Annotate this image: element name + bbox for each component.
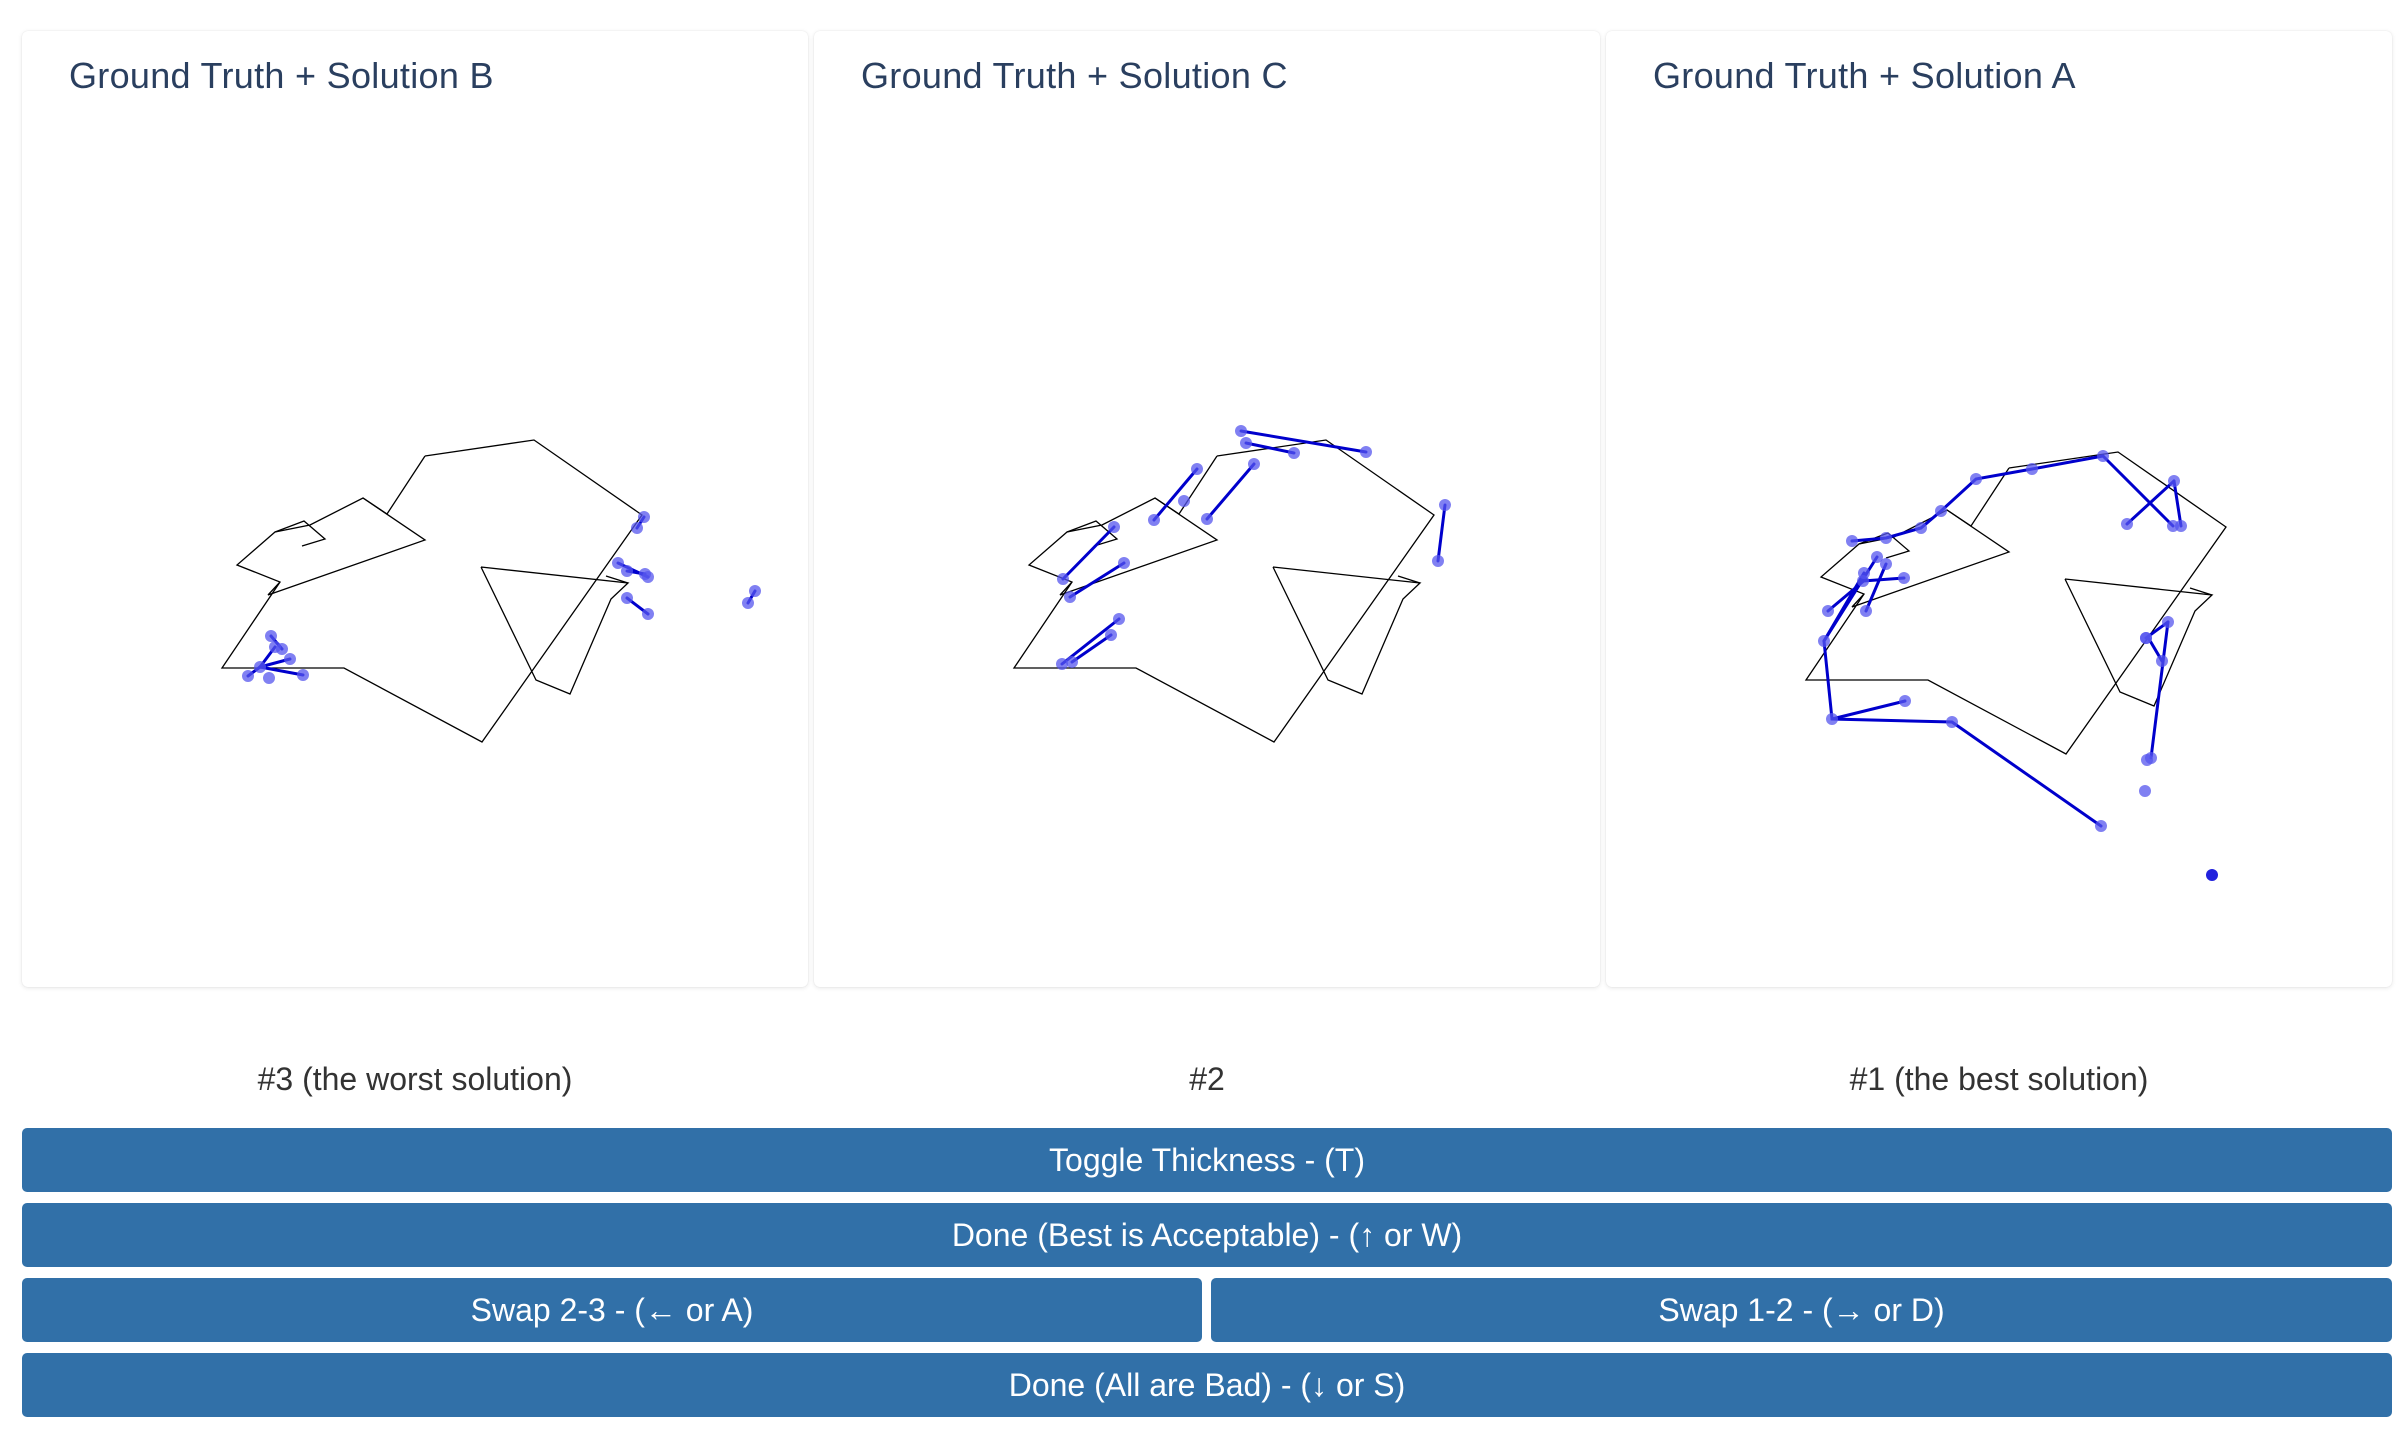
solution-points xyxy=(1818,450,2187,832)
swap-1-2-button[interactable]: Swap 1-2 - (→ or D) xyxy=(1211,1278,2392,1342)
solution-points xyxy=(242,511,761,684)
rank-label-1: #3 (the worst solution) xyxy=(257,1061,573,1097)
plot-canvas[interactable] xyxy=(22,31,808,987)
plot-canvas[interactable] xyxy=(1606,31,2392,987)
plot-panel-solution-b[interactable]: Ground Truth + Solution B xyxy=(22,31,808,987)
rank-label-3: #1 (the best solution) xyxy=(1849,1061,2149,1097)
outlier-point xyxy=(2206,869,2218,881)
plot-panel-solution-a[interactable]: Ground Truth + Solution A xyxy=(1606,31,2392,987)
solution-segments xyxy=(246,515,757,678)
ground-truth-shape xyxy=(1012,439,1435,743)
plot-canvas[interactable] xyxy=(814,31,1600,987)
plot-panel-solution-c[interactable]: Ground Truth + Solution C xyxy=(814,31,1600,987)
panel-title: Ground Truth + Solution B xyxy=(69,55,494,96)
panel-title: Ground Truth + Solution A xyxy=(1653,55,2076,96)
done-best-acceptable-button[interactable]: Done (Best is Acceptable) - (↑ or W) xyxy=(22,1203,2392,1267)
swap-2-3-button[interactable]: Swap 2-3 - (← or A) xyxy=(22,1278,1202,1342)
ground-truth-shape xyxy=(1804,451,2227,755)
solution-points xyxy=(1056,425,1451,670)
panel-title: Ground Truth + Solution C xyxy=(861,55,1288,96)
toggle-thickness-button[interactable]: Toggle Thickness - (T) xyxy=(22,1128,2392,1192)
done-all-bad-button[interactable]: Done (All are Bad) - (↓ or S) xyxy=(22,1353,2392,1417)
rank-label-2: #2 xyxy=(1189,1061,1225,1097)
solution-segments xyxy=(1822,454,2183,828)
ground-truth-shape xyxy=(220,439,643,743)
panels-row: Ground Truth + Solution B xyxy=(22,31,2392,1097)
